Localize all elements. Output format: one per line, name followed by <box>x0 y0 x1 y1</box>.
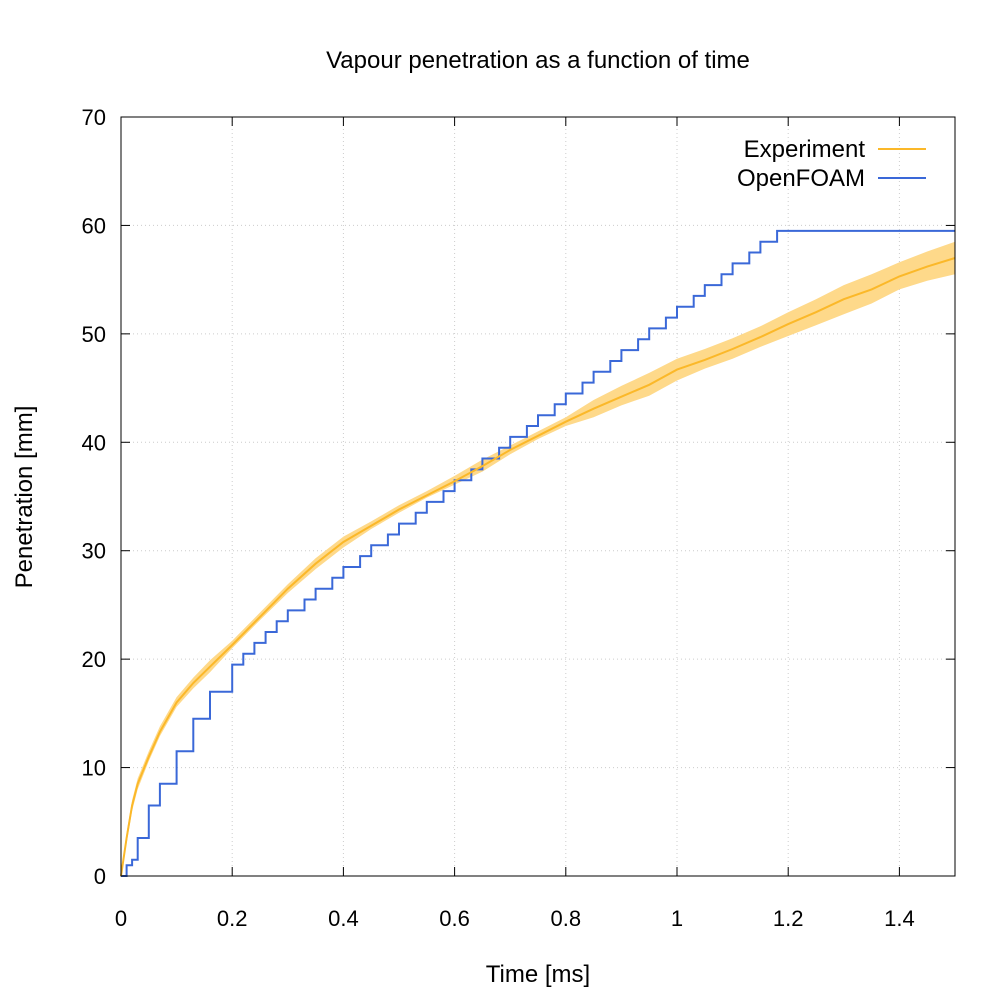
experiment-band <box>121 241 955 876</box>
series-lines <box>120 229 956 877</box>
x-tick-label: 0.8 <box>551 906 582 931</box>
x-tick-label: 1.4 <box>884 906 915 931</box>
x-tick-label: 0.6 <box>439 906 470 931</box>
x-tick-label: 1 <box>671 906 683 931</box>
series-line-openfoam <box>121 229 955 877</box>
y-tick-label: 60 <box>82 213 106 238</box>
y-tick-label: 30 <box>82 539 106 564</box>
x-tick-label: 1.2 <box>773 906 804 931</box>
legend-label: OpenFOAM <box>737 165 865 192</box>
chart-title: Vapour penetration as a function of time <box>326 47 750 74</box>
y-tick-label: 0 <box>94 864 106 889</box>
y-tick-label: 20 <box>82 647 106 672</box>
x-tick-label: 0.2 <box>217 906 248 931</box>
y-tick-label: 70 <box>82 105 106 130</box>
x-tick-label: 0.4 <box>328 906 359 931</box>
y-tick-label: 10 <box>82 756 106 781</box>
x-axis: 0 0.2 0.4 0.6 0.8 1 1.2 1.4 <box>115 117 915 931</box>
series-line-experiment <box>120 257 956 877</box>
y-axis-label: Penetration [mm] <box>11 406 38 589</box>
legend-label: Experiment <box>744 136 866 163</box>
plot-frame <box>120 116 956 877</box>
y-tick-label: 50 <box>82 322 106 347</box>
experiment-uncertainty-band <box>121 241 955 876</box>
grid <box>121 117 955 876</box>
x-axis-label: Time [ms] <box>486 961 590 988</box>
y-tick-label: 40 <box>82 430 106 455</box>
y-axis: 0 10 20 30 40 50 60 70 <box>82 105 955 889</box>
x-tick-label: 0 <box>115 906 127 931</box>
